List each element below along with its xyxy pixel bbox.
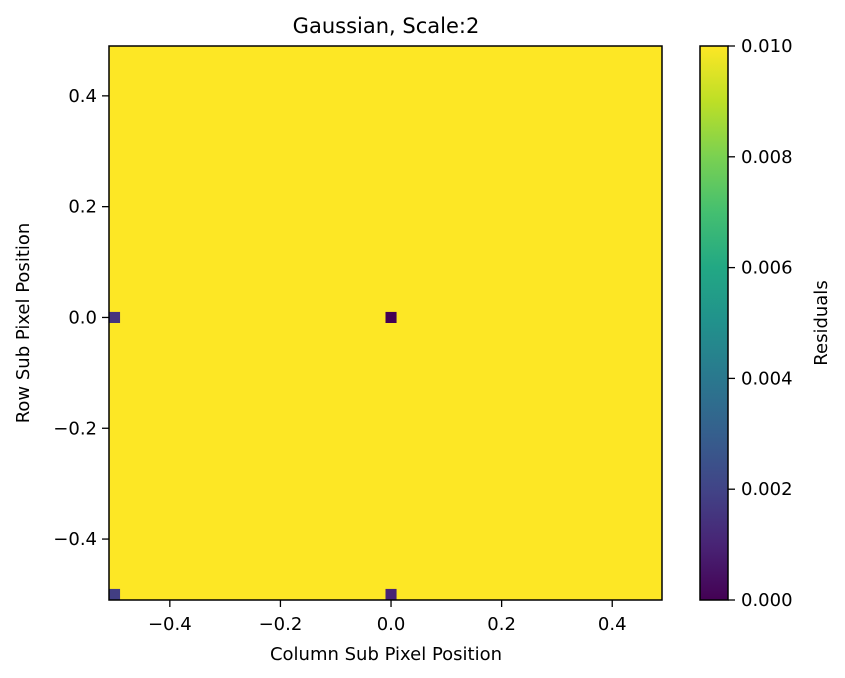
colorbar-label: Residuals	[811, 280, 832, 365]
heatmap-cell	[385, 588, 397, 600]
chart-title: Gaussian, Scale:2	[293, 14, 480, 38]
colorbar-tick-label: 0.010	[741, 36, 793, 57]
y-tick-label: −0.4	[53, 529, 97, 550]
y-tick-label: 0.2	[68, 197, 97, 218]
colorbar-gradient	[699, 45, 729, 601]
colorbar-tick-label: 0.004	[741, 368, 793, 389]
colorbar-tick-label: 0.006	[741, 258, 793, 279]
x-tick-label: 0.0	[377, 614, 406, 635]
colorbar: 0.000 0.002 0.004 0.006 0.008 0.010 Residuals	[699, 36, 832, 611]
x-tick-label: −0.4	[148, 614, 192, 635]
colorbar-tick-label: 0.000	[741, 590, 793, 611]
y-axis-label: Row Sub Pixel Position	[13, 223, 34, 424]
x-tick-label: 0.4	[598, 614, 627, 635]
x-tick-label: −0.2	[259, 614, 303, 635]
y-tick-label: 0.0	[68, 307, 97, 328]
heatmap-cell	[385, 311, 397, 323]
heatmap-cell	[109, 311, 121, 323]
y-tick-label: 0.4	[68, 86, 97, 107]
heatmap-cell	[109, 588, 121, 600]
x-tick-label: 0.2	[487, 614, 516, 635]
colorbar-tick-label: 0.002	[741, 479, 793, 500]
plot-frame	[108, 45, 663, 601]
plot-area: −0.4 −0.2 0.0 0.2 0.4 −0.4 −0.2 0.0 0.2 0.4	[53, 45, 663, 635]
y-tick-label: −0.2	[53, 418, 97, 439]
x-axis-label: Column Sub Pixel Position	[270, 644, 502, 665]
colorbar-tick-label: 0.008	[741, 147, 793, 168]
